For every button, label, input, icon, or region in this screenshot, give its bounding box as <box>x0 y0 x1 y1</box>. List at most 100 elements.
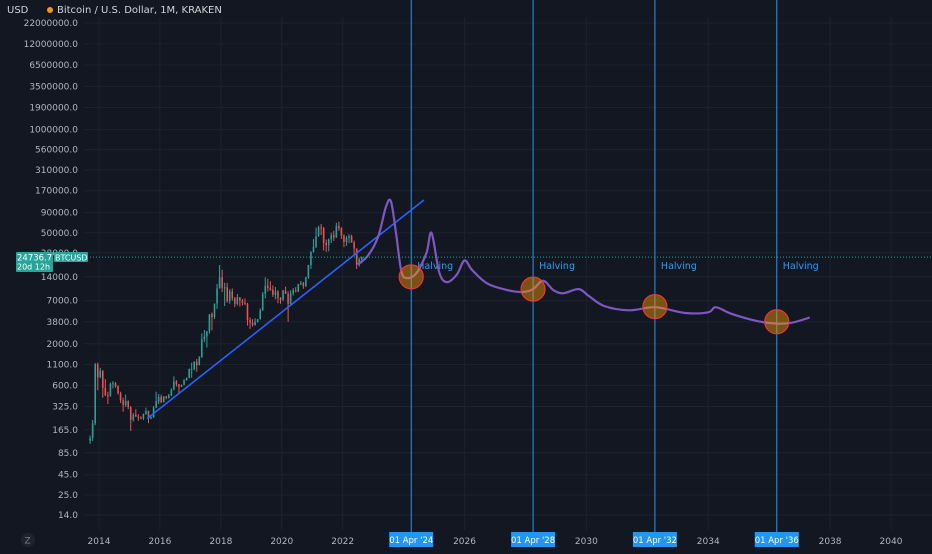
candle-body <box>122 400 124 405</box>
candle-body <box>135 414 137 417</box>
candle <box>244 298 246 305</box>
candle <box>284 286 287 295</box>
candle-body <box>173 381 175 390</box>
candle <box>221 269 223 293</box>
candle-body <box>350 236 353 243</box>
candle <box>145 407 147 415</box>
candle <box>150 416 152 420</box>
y-tick-label: 560000.0 <box>35 146 78 156</box>
x-tick-label: 2014 <box>88 537 111 547</box>
candle <box>127 400 129 410</box>
x-tick-label: 2022 <box>331 537 354 547</box>
candle-body <box>102 370 104 388</box>
candle-body <box>302 283 305 286</box>
price-tag: 24736.7 20d 12h BTCUSD <box>16 252 88 272</box>
candle <box>94 362 96 426</box>
candle-body <box>256 319 259 322</box>
candle <box>350 234 353 243</box>
halving-circle[interactable] <box>764 309 790 335</box>
bitcoin-icon <box>47 7 53 13</box>
candle <box>175 380 178 387</box>
candle <box>249 317 251 329</box>
candle <box>267 278 269 292</box>
candle-body <box>241 300 244 303</box>
candle <box>165 396 168 400</box>
candle-body <box>234 298 236 304</box>
candle <box>99 367 102 379</box>
candle <box>218 265 221 289</box>
candle <box>203 329 206 343</box>
candle <box>239 296 241 307</box>
candle <box>340 227 343 239</box>
candle-body <box>236 297 239 304</box>
candle-body <box>300 283 302 285</box>
candle <box>107 391 109 405</box>
candle-body <box>231 291 234 299</box>
halving-circle[interactable] <box>398 264 424 290</box>
x-tick-label: 2034 <box>697 537 720 547</box>
candle <box>157 393 160 405</box>
candle-body <box>297 284 300 292</box>
candle <box>294 287 297 293</box>
halving-circle[interactable] <box>642 293 668 320</box>
candle-body <box>267 285 269 289</box>
x-tick-label: 2030 <box>575 537 598 547</box>
candle <box>358 257 360 267</box>
candle-body <box>228 291 231 302</box>
candle-body <box>208 314 211 332</box>
candle <box>162 396 165 403</box>
candle-body <box>277 291 279 299</box>
halving-lines: Halving Halving Halving Halving <box>410 0 819 532</box>
candle <box>231 288 234 301</box>
x-tick-label: 2020 <box>270 537 293 547</box>
halving-date-tag <box>389 532 434 547</box>
candle-body <box>355 248 358 265</box>
candle-body <box>305 277 307 286</box>
candle-body <box>213 303 216 318</box>
candle <box>152 406 155 418</box>
candle <box>307 264 310 279</box>
candle <box>112 381 114 389</box>
candle-body <box>340 228 343 236</box>
candle-body <box>284 290 287 294</box>
candle-body <box>99 370 102 378</box>
candle <box>122 397 124 412</box>
candle <box>129 406 132 431</box>
candle-body <box>162 396 165 403</box>
candle-body <box>226 287 228 302</box>
candle <box>256 319 259 323</box>
candle <box>322 226 325 251</box>
candle-body <box>190 369 193 371</box>
candle-body <box>137 416 140 418</box>
candle <box>305 276 307 288</box>
candle-body <box>142 413 145 419</box>
candle <box>180 384 183 388</box>
candle <box>168 393 170 399</box>
candle-body <box>317 227 320 237</box>
candle-body <box>310 251 312 266</box>
candle <box>223 282 226 307</box>
candle <box>320 223 322 236</box>
candle-body <box>345 237 348 242</box>
candle <box>102 370 104 398</box>
candle <box>132 412 135 422</box>
candle <box>353 240 355 255</box>
candle-body <box>155 401 157 408</box>
candle-body <box>338 225 340 229</box>
candle-body <box>132 414 135 421</box>
projection-path[interactable] <box>357 198 811 325</box>
candle-body <box>193 361 195 370</box>
y-tick-label: 7000.0 <box>47 297 79 307</box>
candle <box>297 283 300 293</box>
candle <box>142 413 145 421</box>
candle <box>292 288 294 296</box>
candle-body <box>91 423 94 439</box>
candles <box>89 221 363 444</box>
halving-circle[interactable] <box>520 276 546 302</box>
candle <box>91 420 94 441</box>
candle-body <box>289 293 292 304</box>
halving-date-label: 01 Apr '28 <box>511 536 555 546</box>
timezone-button[interactable]: Z <box>21 533 35 547</box>
